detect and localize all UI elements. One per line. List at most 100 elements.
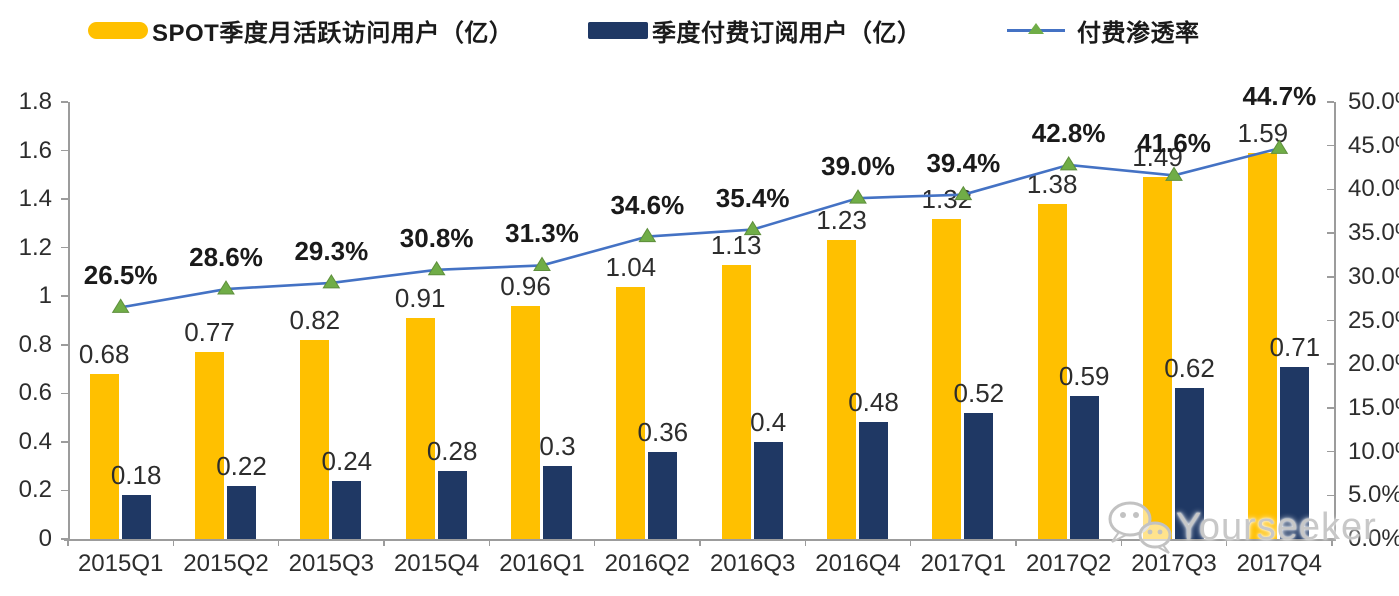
x-axis-label: 2017Q3 [1131,550,1217,577]
bar-label-mau: 1.49 [1132,142,1183,173]
triangle-marker-icon [638,227,657,243]
y-axis-right-tick [1327,276,1334,278]
x-axis-tick [488,539,491,546]
y-axis-left-tick [61,149,68,152]
triangle-marker-icon [954,185,973,201]
y-axis-right-tick [1327,188,1334,191]
x-axis-tick [1331,539,1333,546]
wechat-icon [1108,501,1172,554]
y-axis-left-label: 0.4 [18,427,52,455]
penetration-label: 41.6% [1137,128,1211,159]
x-axis-label: 2016Q4 [815,550,901,577]
y-axis-left-label: 1 [38,282,52,310]
bar-subscribers [332,480,362,539]
triangle-marker-icon [1270,139,1289,154]
y-axis-left-label: 1.2 [18,233,52,261]
y-axis-left-label: 1.4 [18,185,52,213]
bar-label-subscribers: 0.28 [426,436,478,467]
mau-series-swatch [88,21,148,39]
penetration-label: 28.6% [189,242,263,273]
bar-label-subscribers: 0.24 [321,445,373,476]
penetration-label: 35.4% [715,182,790,213]
y-axis-left-label: 0 [38,525,52,552]
y-axis-right-label: 20.0% [1348,350,1399,378]
bar-label-subscribers: 0.62 [1164,353,1215,384]
x-axis-label: 2015Q4 [393,550,480,577]
triangle-marker-icon [427,260,446,276]
x-axis-tick [67,539,69,546]
triangle-marker-icon [849,189,867,204]
bar-mau [827,240,856,539]
x-axis-label: 2015Q1 [77,550,164,577]
x-axis-tick [1015,539,1017,546]
bar-subscribers [1280,366,1310,539]
y-axis-right [1334,102,1336,539]
triangle-marker-icon [111,298,130,313]
y-axis-left-tick [61,538,68,540]
y-axis-left-label: 1.8 [18,88,52,115]
triangle-marker-icon [533,256,551,271]
x-axis-tick [804,539,807,546]
watermark-text: Yourseeker [1176,505,1377,548]
triangle-marker-icon [743,220,762,236]
bar-subscribers [121,495,151,539]
y-axis-right-label: 35.0% [1348,219,1399,247]
y-axis-right-tick [1327,363,1334,365]
y-axis-left-label: 1.6 [18,136,52,164]
bar-label-subscribers: 0.3 [539,431,576,462]
bar-mau [721,264,751,539]
bar-mau [195,352,224,539]
penetration-line-path [120,147,1280,309]
triangle-marker-icon [1059,155,1078,171]
y-axis-right-tick [1327,232,1334,234]
watermark: Yourseeker [1104,498,1377,556]
y-axis-left-tick [61,295,68,297]
bar-mau [1037,203,1067,539]
bar-label-subscribers: 0.52 [953,377,1005,408]
legend-label-mau: SPOT季度月活跃访问用户（亿） [152,19,514,47]
penetration-label: 34.6% [610,189,685,220]
x-axis-tick [172,539,175,546]
x-axis-tick [909,539,912,546]
triangle-marker-icon [1028,22,1044,34]
y-axis-left-tick [61,441,68,443]
x-axis-label: 2017Q2 [1025,550,1112,577]
bar-label-subscribers: 0.18 [110,460,162,491]
y-axis-right-label: 0.0% [1348,525,1399,552]
bar-label-mau: 0.91 [394,283,446,314]
bar-label-subscribers: 0.59 [1058,360,1110,391]
penetration-label: 30.8% [399,222,474,253]
bar-subscribers [543,466,572,539]
bar-label-subscribers: 0.48 [848,387,899,418]
x-axis-tick [1225,539,1228,546]
x-axis-tick [383,539,385,546]
bar-subscribers [1175,388,1204,539]
bar-subscribers [1069,395,1099,539]
x-axis-tick [699,539,701,546]
x-axis-label: 2015Q2 [183,550,269,577]
y-axis-right-label: 30.0% [1348,262,1399,290]
legend-item-subscribers: 季度付费订阅用户（亿） [588,13,922,47]
x-axis-tick [593,539,596,546]
y-axis-left-label: 0.6 [18,379,52,407]
y-axis-left-label: 0.2 [18,476,52,504]
legend-label-subscribers: 季度付费订阅用户（亿） [652,19,922,47]
bar-label-mau: 1.13 [710,229,762,260]
penetration-label: 26.5% [83,260,158,291]
penetration-label: 39.4% [926,147,1001,178]
triangle-marker-icon [322,273,341,289]
bar-subscribers [753,441,783,539]
bar-label-subscribers: 0.71 [1269,331,1321,362]
penetration-label: 31.3% [505,218,579,249]
bar-mau [511,305,540,539]
bar-mau [89,373,119,539]
y-axis-right-label: 45.0% [1348,131,1399,159]
penetration-line [111,139,1289,313]
subscribers-series-swatch [588,21,648,39]
penetration-label: 44.7% [1242,81,1317,112]
y-axis-left-label: 0.8 [18,330,52,358]
bar-label-mau: 0.68 [78,338,130,369]
y-axis-left [68,102,70,539]
